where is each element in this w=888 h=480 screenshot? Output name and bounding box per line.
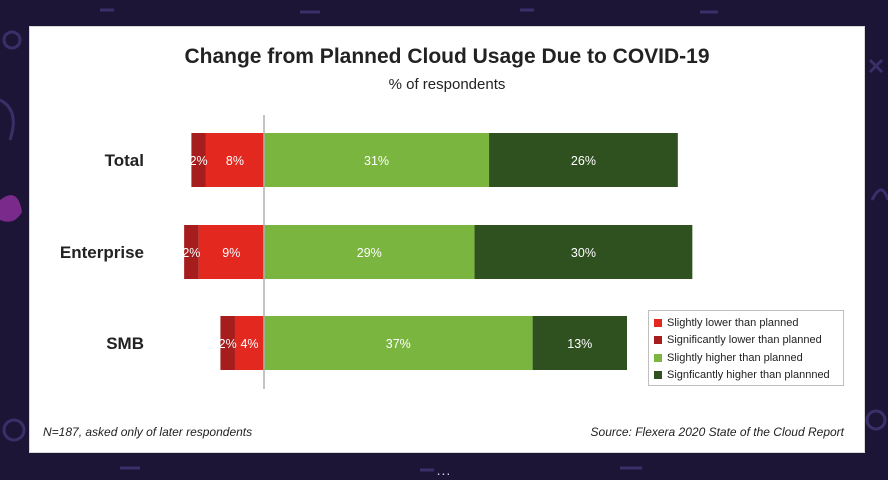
data-label: 29%	[357, 246, 382, 260]
chart-subtitle: % of respondents	[388, 76, 506, 93]
legend-swatch-slightly-higher	[654, 353, 662, 362]
bar-chart: Total 8% 2% 31% 26% Enterprise 9% 2% 29% 30% SMB 4%…	[60, 115, 693, 389]
data-label: 2%	[219, 337, 237, 351]
legend-label: Signficantly higher than plannned	[667, 369, 830, 382]
bar-segment-slightly-higher	[264, 225, 475, 279]
bar-segment-significantly-lower	[184, 225, 199, 279]
chart-title: Change from Planned Cloud Usage Due to C…	[184, 45, 710, 68]
legend-swatch-significantly-higher	[654, 371, 662, 380]
data-label: 30%	[571, 246, 596, 260]
data-label: 26%	[571, 154, 596, 168]
legend-label: Slightly higher than planned	[667, 351, 803, 364]
data-label: 31%	[364, 154, 389, 168]
category-label: Total	[105, 151, 144, 170]
bar-segment-significantly-higher	[474, 225, 693, 279]
data-label: 4%	[240, 337, 258, 351]
chart-legend: Slightly lower than planned Significantl…	[648, 310, 844, 386]
bar-segment-slightly-lower	[198, 225, 264, 279]
data-label: 13%	[567, 337, 592, 351]
bar-segment-slightly-lower	[205, 133, 264, 187]
data-label: 2%	[182, 246, 200, 260]
bar-segment-significantly-lower	[191, 133, 206, 187]
data-label: 37%	[386, 337, 411, 351]
pager-dots: ...	[436, 462, 452, 478]
legend-label: Slightly lower than planned	[667, 316, 799, 329]
bar-segment-significantly-higher	[489, 133, 678, 187]
category-label: SMB	[106, 334, 144, 353]
legend-swatch-significantly-lower	[654, 336, 662, 345]
data-label: 8%	[226, 154, 244, 168]
chart-card: Change from Planned Cloud Usage Due to C…	[29, 26, 865, 453]
legend-item-significantly-lower: Significantly lower than planned	[654, 332, 843, 350]
bar-segment-significantly-higher	[532, 316, 627, 370]
source-note: Source: Flexera 2020 State of the Cloud …	[590, 425, 844, 439]
legend-item-slightly-lower: Slightly lower than planned	[654, 314, 843, 332]
bar-segment-slightly-higher	[264, 133, 490, 187]
legend-item-slightly-higher: Slightly higher than planned	[654, 349, 843, 367]
legend-item-significantly-higher: Signficantly higher than plannned	[654, 367, 843, 385]
data-label: 2%	[190, 154, 208, 168]
bar-segment-significantly-lower	[220, 316, 235, 370]
legend-label: Significantly lower than planned	[667, 334, 822, 347]
bar-segment-slightly-lower	[234, 316, 264, 370]
category-label: Enterprise	[60, 243, 144, 262]
data-label: 9%	[222, 246, 240, 260]
legend-swatch-slightly-lower	[654, 318, 662, 327]
bar-segment-slightly-higher	[264, 316, 533, 370]
footnote: N=187, asked only of later respondents	[43, 425, 253, 439]
